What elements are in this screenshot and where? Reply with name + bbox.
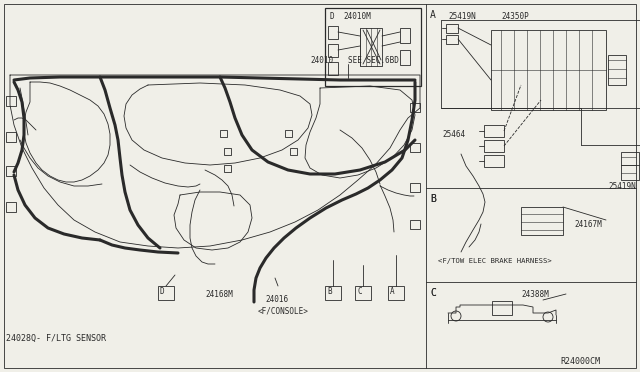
Bar bbox=[6, 166, 16, 176]
Bar bbox=[446, 24, 458, 33]
Bar bbox=[621, 152, 639, 180]
Bar bbox=[325, 8, 421, 86]
Text: 24016: 24016 bbox=[265, 295, 288, 304]
Bar bbox=[6, 96, 16, 106]
Text: C: C bbox=[430, 288, 436, 298]
Text: 24010: 24010 bbox=[310, 56, 333, 65]
Bar bbox=[441, 20, 640, 108]
Bar bbox=[400, 28, 410, 43]
Bar bbox=[608, 55, 626, 85]
Text: R24000CM: R24000CM bbox=[560, 357, 600, 366]
Text: D: D bbox=[160, 287, 164, 296]
Text: SEE SEC.6BD: SEE SEC.6BD bbox=[348, 56, 399, 65]
Text: <F/TOW ELEC BRAKE HARNESS>: <F/TOW ELEC BRAKE HARNESS> bbox=[438, 258, 552, 264]
Bar bbox=[220, 130, 227, 137]
Text: 24350P: 24350P bbox=[501, 12, 529, 21]
Text: 24167M: 24167M bbox=[574, 220, 602, 229]
Bar bbox=[484, 140, 504, 152]
Bar bbox=[6, 202, 16, 212]
Text: A: A bbox=[430, 10, 436, 20]
Text: 25419N: 25419N bbox=[448, 12, 476, 21]
Bar bbox=[325, 286, 341, 300]
Bar bbox=[410, 220, 420, 229]
Bar bbox=[521, 207, 563, 235]
Bar bbox=[388, 286, 404, 300]
Bar bbox=[6, 132, 16, 142]
Bar bbox=[290, 148, 297, 155]
Text: B: B bbox=[430, 194, 436, 204]
Text: 25464: 25464 bbox=[442, 130, 465, 139]
Text: B: B bbox=[430, 194, 436, 204]
Text: 24168M: 24168M bbox=[205, 290, 233, 299]
Text: 24010M: 24010M bbox=[343, 12, 371, 21]
Text: C: C bbox=[357, 287, 362, 296]
Bar bbox=[224, 165, 231, 172]
Bar bbox=[328, 26, 338, 39]
Text: 25419N: 25419N bbox=[608, 182, 636, 191]
Bar bbox=[328, 62, 338, 75]
Text: C: C bbox=[430, 288, 436, 298]
Bar bbox=[410, 103, 420, 112]
Bar bbox=[360, 28, 382, 66]
Bar bbox=[400, 50, 410, 65]
Bar bbox=[491, 30, 606, 110]
Text: 24388M: 24388M bbox=[521, 290, 548, 299]
Text: <F/CONSOLE>: <F/CONSOLE> bbox=[258, 306, 309, 315]
Bar bbox=[158, 286, 174, 300]
Text: D: D bbox=[329, 12, 333, 21]
Bar bbox=[484, 155, 504, 167]
Text: 24028Q- F/LTG SENSOR: 24028Q- F/LTG SENSOR bbox=[6, 334, 106, 343]
Text: B: B bbox=[327, 287, 332, 296]
Bar bbox=[224, 148, 231, 155]
Bar bbox=[446, 35, 458, 44]
Bar bbox=[328, 44, 338, 57]
Bar bbox=[492, 301, 512, 315]
Text: A: A bbox=[390, 287, 395, 296]
Bar bbox=[410, 183, 420, 192]
Bar bbox=[355, 286, 371, 300]
Bar bbox=[484, 125, 504, 137]
Bar bbox=[410, 143, 420, 152]
Bar bbox=[285, 130, 292, 137]
